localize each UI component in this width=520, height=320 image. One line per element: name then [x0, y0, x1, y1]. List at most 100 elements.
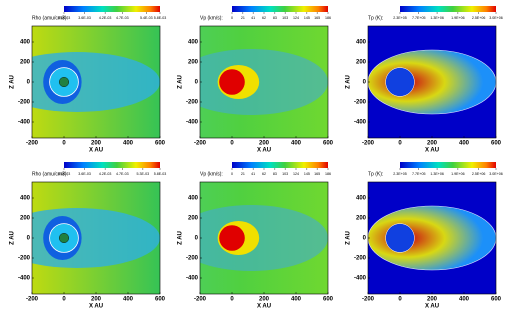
colorbar-tick-label: 7.7E+05: [412, 172, 426, 176]
colorbar-tick-label: 41: [251, 16, 255, 20]
field: [219, 225, 245, 251]
y-tick-label: 400: [188, 196, 199, 202]
x-tick-label: -200: [26, 141, 39, 147]
field: [385, 223, 415, 253]
y-tick-label: 200: [188, 216, 199, 222]
y-tick-label: -200: [354, 256, 367, 262]
y-tick-label: 400: [20, 40, 31, 46]
y-tick-label: -200: [18, 256, 31, 262]
colorbar-tick-label: 3.0E+06: [489, 172, 503, 176]
colorbar-tick-label: 4.2E-03: [99, 16, 112, 20]
x-tick-label: 200: [259, 141, 270, 147]
y-tick-label: 400: [356, 196, 367, 202]
field: [368, 49, 496, 115]
x-tick-label: 600: [155, 297, 166, 303]
y-tick-label: 200: [356, 60, 367, 66]
colorbar-tick-label: 2.5E+06: [472, 172, 486, 176]
colorbar-tick-label: 165: [314, 172, 320, 176]
x-tick-label: 600: [491, 141, 502, 147]
colorbar-title: Rho (amu/cm3):: [32, 15, 68, 21]
colorbar-tick-label: 3.6E-03: [78, 172, 91, 176]
y-tick-label: -400: [18, 120, 31, 126]
colorbar: [64, 6, 160, 12]
colorbar-tick-label: 1.9E+06: [451, 16, 465, 20]
y-axis-label: Z AU: [346, 231, 352, 245]
colorbar-tick-label: 5.3E-03: [137, 172, 150, 176]
colorbar-tick-label: 124: [293, 16, 299, 20]
colorbar-tick-label: 83: [273, 16, 277, 20]
colorbar-tick-label: 0: [231, 16, 233, 20]
colorbar: [64, 162, 160, 168]
y-axis-label: Z AU: [10, 231, 16, 245]
colorbar-tick-label: 124: [293, 172, 299, 176]
y-tick-label: 200: [20, 60, 31, 66]
colorbar-tick-label: 3.0E-03: [58, 172, 71, 176]
x-axis-label: X AU: [425, 304, 439, 310]
y-tick-label: 0: [27, 80, 31, 86]
field: [219, 69, 245, 95]
x-tick-label: -200: [194, 141, 207, 147]
x-tick-label: 600: [491, 297, 502, 303]
colorbar-tick-label: 3.0E-03: [58, 16, 71, 20]
colorbar-tick-label: 5.8E-03: [154, 16, 167, 20]
colorbar-tick-label: 103: [282, 16, 288, 20]
colorbar-tick-label: 1.3E+06: [430, 172, 444, 176]
x-tick-label: 400: [459, 297, 470, 303]
colorbar-tick-label: 83: [273, 172, 277, 176]
x-tick-label: 0: [230, 141, 234, 147]
y-tick-label: -400: [186, 276, 199, 282]
x-tick-label: 400: [123, 141, 134, 147]
y-tick-label: -200: [186, 256, 199, 262]
x-axis-label: X AU: [257, 304, 271, 310]
x-tick-label: 400: [291, 297, 302, 303]
colorbar: [400, 162, 496, 168]
y-tick-label: -400: [354, 120, 367, 126]
colorbar: [232, 162, 328, 168]
colorbar: [232, 6, 328, 12]
x-tick-label: 0: [230, 297, 234, 303]
colorbar-tick-label: 4.7E-03: [116, 16, 129, 20]
colorbar-title: Vp (km/s):: [200, 15, 223, 21]
colorbar: [400, 6, 496, 12]
y-tick-label: -400: [354, 276, 367, 282]
y-tick-label: 0: [363, 236, 367, 242]
colorbar-tick-label: 7.7E+05: [412, 16, 426, 20]
y-tick-label: 400: [188, 40, 199, 46]
colorbar-title: Tp (K):: [368, 15, 383, 21]
x-tick-label: -200: [362, 141, 375, 147]
x-tick-label: -200: [26, 297, 39, 303]
x-tick-label: 400: [459, 141, 470, 147]
y-tick-label: 200: [356, 216, 367, 222]
y-tick-label: -200: [354, 100, 367, 106]
colorbar-tick-label: 2.5E+06: [472, 16, 486, 20]
x-tick-label: -200: [194, 297, 207, 303]
colorbar-tick-label: 5.4E-03: [140, 16, 153, 20]
y-tick-label: 400: [20, 196, 31, 202]
x-axis-label: X AU: [89, 148, 103, 154]
x-tick-label: 0: [62, 141, 66, 147]
field: [200, 49, 328, 115]
field: [59, 76, 70, 87]
colorbar-tick-label: 145: [304, 172, 310, 176]
x-tick-label: 200: [91, 297, 102, 303]
colorbar-tick-label: 1.9E+06: [451, 172, 465, 176]
x-tick-label: 200: [427, 297, 438, 303]
x-tick-label: 200: [91, 141, 102, 147]
y-tick-label: 400: [356, 40, 367, 46]
colorbar-tick-label: 4.7E-03: [116, 172, 129, 176]
y-tick-label: 200: [188, 60, 199, 66]
colorbar-tick-label: 3.0E+06: [489, 16, 503, 20]
colorbar-tick-label: 0: [231, 172, 233, 176]
colorbar-tick-label: 186: [325, 16, 331, 20]
y-axis-label: Z AU: [346, 75, 352, 89]
x-tick-label: 600: [155, 141, 166, 147]
field: [200, 205, 328, 271]
x-tick-label: 200: [259, 297, 270, 303]
y-axis-label: Z AU: [10, 75, 16, 89]
y-tick-label: 0: [195, 236, 199, 242]
x-tick-label: 400: [123, 297, 134, 303]
